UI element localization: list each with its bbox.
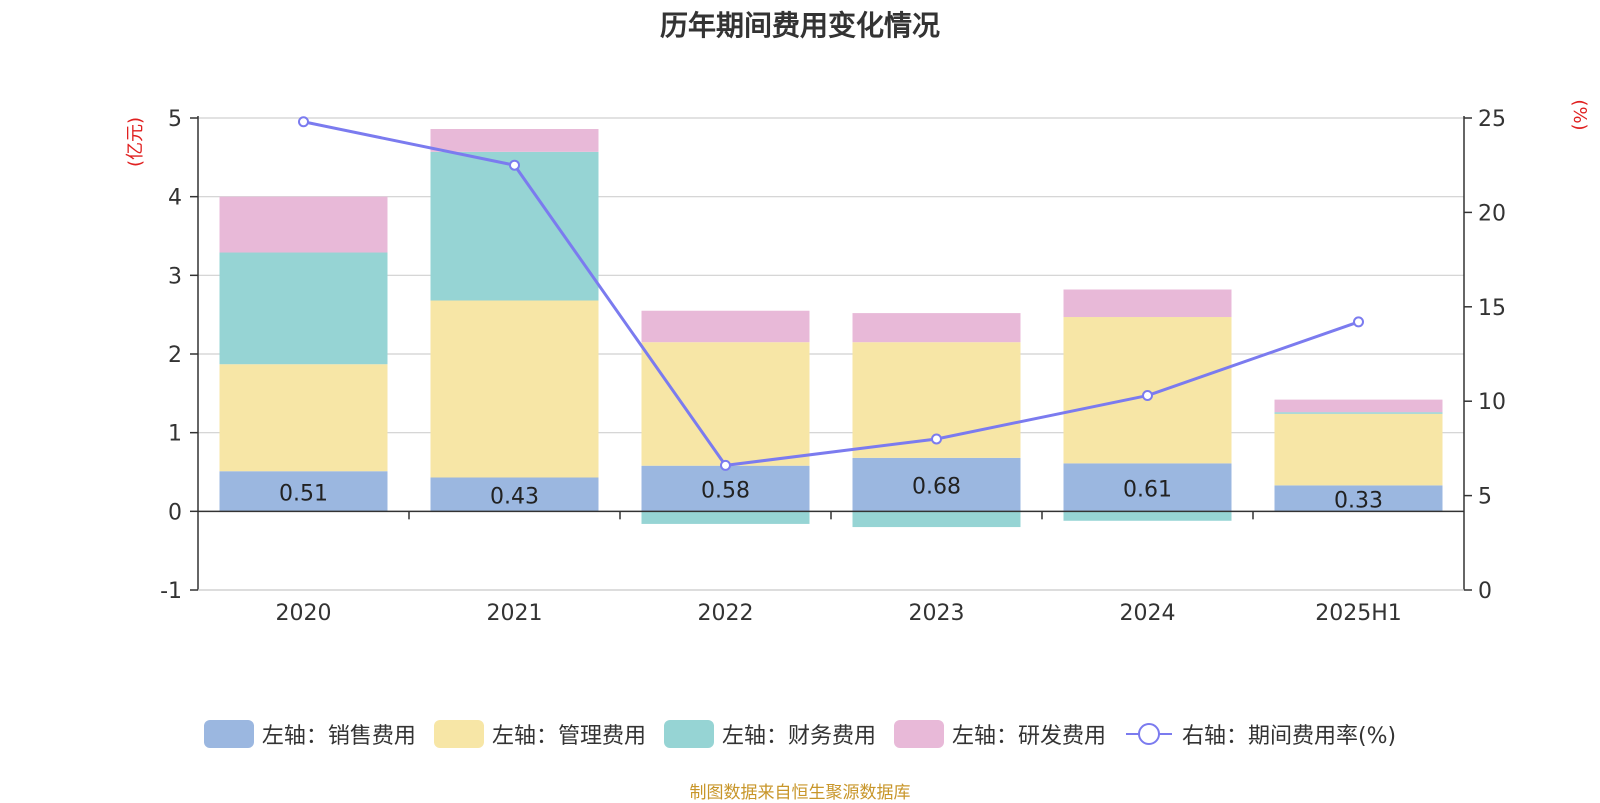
left-tick-label: 1 <box>168 422 182 447</box>
legend-label-admin: 左轴：管理费用 <box>491 724 646 749</box>
data-label-sales-2021: 0.43 <box>490 484 539 509</box>
expense-rate-point-2024 <box>1142 390 1153 402</box>
data-label-sales-2020: 0.51 <box>279 481 328 506</box>
data-label-sales-2022: 0.58 <box>701 479 750 504</box>
legend-swatch-sales <box>203 720 254 748</box>
x-tick-label: 2020 <box>276 601 332 626</box>
bar-rnd-2024 <box>1063 289 1232 318</box>
left-tick-label: 0 <box>168 500 182 525</box>
legend-label-expense-rate: 右轴：期间费用率(%) <box>1181 724 1397 749</box>
x-tick-label: 2021 <box>487 601 543 626</box>
legend: 左轴：销售费用 左轴：管理费用 左轴：财务费用 左轴：研发费用 右轴：期间费用率… <box>0 718 1600 750</box>
right-tick-label: 5 <box>1478 485 1492 510</box>
bar-finance-2025H1 <box>1274 412 1443 414</box>
legend-label-rnd: 左轴：研发费用 <box>951 724 1106 749</box>
expense-rate-point-2021 <box>509 159 520 171</box>
right-tick-label: 25 <box>1478 107 1506 132</box>
bar-finance-2023 <box>852 511 1021 528</box>
right-tick-label: 20 <box>1478 201 1506 226</box>
bar-admin-2021 <box>430 300 599 478</box>
x-tick-label: 2022 <box>698 601 754 626</box>
bar-rnd-2025H1 <box>1274 399 1443 413</box>
expense-rate-point-2025H1 <box>1353 316 1364 328</box>
right-tick-label: 0 <box>1478 579 1492 604</box>
bar-sales-2024 <box>1063 463 1232 512</box>
x-tick-label: 2025H1 <box>1315 601 1402 626</box>
legend-swatch-finance <box>663 720 714 748</box>
bar-rnd-2021 <box>430 129 599 152</box>
bar-admin-2025H1 <box>1274 413 1443 486</box>
legend-item-sales[interactable]: 左轴：销售费用 <box>203 718 416 750</box>
bar-sales-2022 <box>641 465 810 512</box>
left-tick-label: 5 <box>168 107 182 132</box>
bar-finance-2021 <box>430 151 599 301</box>
bar-sales-2025H1 <box>1274 485 1443 512</box>
bar-rnd-2023 <box>852 313 1021 343</box>
source-note: 制图数据来自恒生聚源数据库 <box>689 783 911 803</box>
right-tick-label: 15 <box>1478 296 1506 321</box>
bar-admin-2020 <box>219 364 388 472</box>
bar-admin-2022 <box>641 342 810 466</box>
left-axis-unit-label: (亿元) <box>125 117 146 167</box>
data-label-sales-2024: 0.61 <box>1123 477 1172 502</box>
expense-rate-point-2023 <box>931 433 942 445</box>
right-tick-label: 10 <box>1478 390 1506 415</box>
bar-rnd-2020 <box>219 196 388 253</box>
data-label-sales-2025H1: 0.33 <box>1334 488 1383 513</box>
left-tick-label: 4 <box>168 186 182 211</box>
chart-title: 历年期间费用变化情况 <box>659 9 940 42</box>
legend-label-finance: 左轴：财务费用 <box>721 724 876 749</box>
legend-swatch-admin <box>433 720 484 748</box>
legend-item-admin[interactable]: 左轴：管理费用 <box>433 718 646 750</box>
left-tick-label: 3 <box>168 264 182 289</box>
x-tick-label: 2024 <box>1120 601 1176 626</box>
expense-rate-point-2020 <box>298 116 309 128</box>
legend-item-rnd[interactable]: 左轴：研发费用 <box>893 718 1106 750</box>
data-label-sales-2023: 0.68 <box>912 475 961 500</box>
bar-finance-2024 <box>1063 511 1232 521</box>
bar-finance-2022 <box>641 511 810 524</box>
right-axis-unit-label: (%) <box>1569 99 1590 130</box>
left-tick-label: -1 <box>160 579 182 604</box>
expense-rate-line <box>303 120 1359 467</box>
legend-swatch-rnd <box>893 720 944 748</box>
bar-rnd-2022 <box>641 310 810 343</box>
bar-sales-2020 <box>219 471 388 512</box>
legend-item-expense-rate[interactable]: 右轴：期间费用率(%) <box>1124 718 1396 750</box>
left-tick-label: 2 <box>168 343 182 368</box>
bar-finance-2020 <box>219 252 388 365</box>
legend-label-sales: 左轴：销售费用 <box>261 724 416 749</box>
x-tick-label: 2023 <box>909 601 965 626</box>
bar-sales-2023 <box>852 457 1021 512</box>
legend-item-finance[interactable]: 左轴：财务费用 <box>663 718 876 750</box>
expense-rate-point-2022 <box>720 459 731 471</box>
bar-sales-2021 <box>430 477 599 512</box>
legend-line-marker-icon <box>1125 723 1172 745</box>
